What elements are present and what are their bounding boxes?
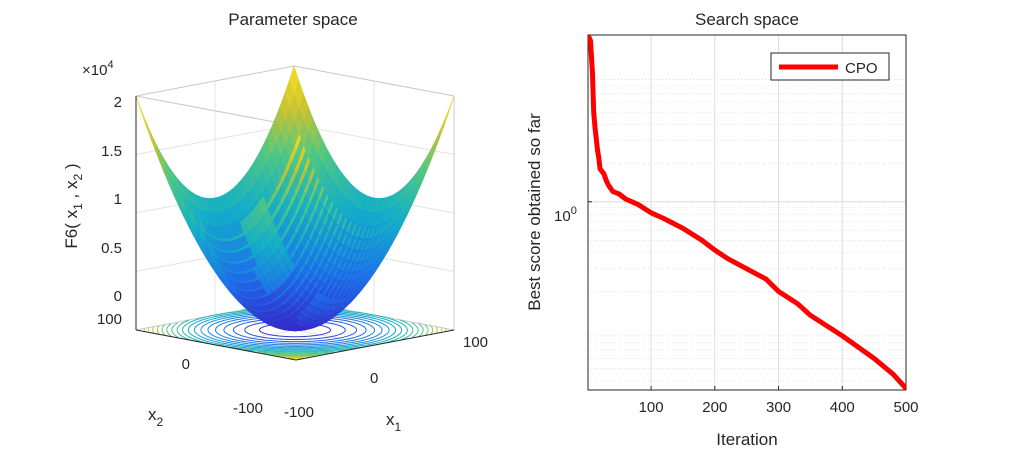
z-tick-2: 2: [114, 94, 122, 111]
convergence-axes-box: [587, 34, 907, 391]
x2-axis-label: x2: [148, 405, 164, 429]
svg-text:F6( x1 , x2 ): F6( x1 , x2 ): [62, 163, 85, 248]
y-axis-label: Best score obtained so far: [525, 113, 544, 311]
series-line-CPO: [588, 35, 906, 390]
convergence-title: Search space: [695, 10, 799, 29]
surface-title: Parameter space: [228, 10, 357, 29]
x-tick-500: 500: [893, 399, 918, 416]
x-tick-100: 100: [639, 399, 664, 416]
svg-text:x1: x1: [386, 410, 402, 434]
z-tick-0.5: 0.5: [101, 240, 122, 257]
legend: CPO: [770, 52, 890, 81]
convergence-plot: Search space 100 200 300 400 500 100 Iterati…: [525, 10, 919, 449]
surface-axes: [135, 96, 455, 361]
z-tick-labels: 0 0.5 1 1.5 2: [101, 94, 122, 305]
svg-text:×104: ×104: [82, 59, 114, 79]
x1-tick-labels: -100 0 100: [284, 334, 488, 421]
x-tick-300: 300: [766, 399, 791, 416]
z-tick-1.5: 1.5: [101, 143, 122, 160]
svg-text:x2: x2: [148, 405, 164, 429]
x-tick-200: 200: [702, 399, 727, 416]
x1-tick-0: 0: [370, 370, 378, 387]
x2-tick-labels: 100 0 -100: [97, 311, 263, 417]
x2-tick-100: 100: [97, 311, 122, 328]
x-tick-labels: 100 200 300 400 500: [639, 399, 919, 416]
surface-plot: Parameter space 0 0.5 1 1.5 2 ×104 F6( x…: [62, 10, 488, 434]
x2-tick-neg100: -100: [233, 400, 263, 417]
z-tick-1: 1: [114, 191, 122, 208]
x1-tick-neg100: -100: [284, 404, 314, 421]
y-tick-label: 100: [554, 205, 577, 225]
x1-axis-label: x1: [386, 410, 402, 434]
z-axis-label: F6( x1 , x2 ): [62, 163, 85, 248]
x-tick-400: 400: [830, 399, 855, 416]
x2-tick-0: 0: [182, 356, 190, 373]
convergence-grid: [588, 34, 907, 390]
legend-label-CPO: CPO: [845, 60, 878, 77]
z-exponent: ×104: [82, 59, 114, 79]
x-axis-label: Iteration: [716, 430, 777, 449]
z-tick-0: 0: [114, 288, 122, 305]
svg-text:100: 100: [554, 205, 577, 225]
x1-tick-100: 100: [463, 334, 488, 351]
surface-mesh: [135, 65, 455, 332]
